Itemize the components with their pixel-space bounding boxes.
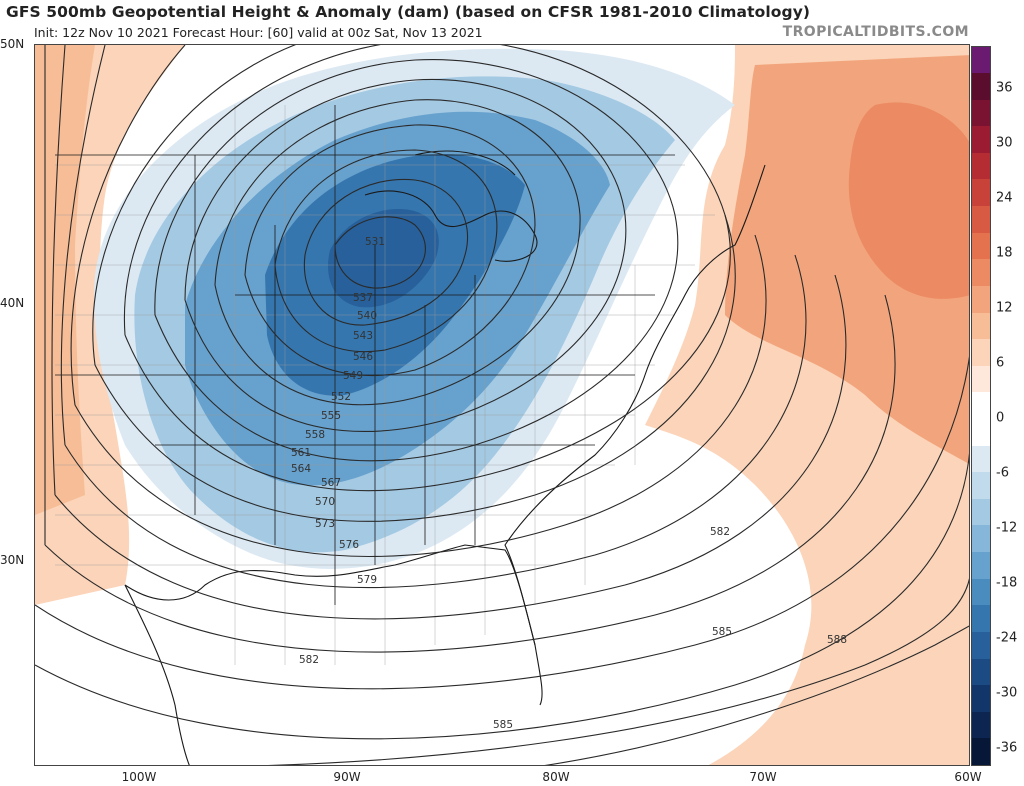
contour-label: 549 bbox=[343, 370, 363, 382]
contour-label: 564 bbox=[291, 463, 311, 475]
colorbar-tick-label: -36 bbox=[996, 740, 1018, 756]
colorbar-tick-label: -30 bbox=[996, 685, 1018, 701]
colorbar-segment bbox=[972, 578, 990, 606]
lat-label-40n: 40N bbox=[0, 296, 25, 310]
lon-label-60w: 60W bbox=[954, 770, 982, 784]
contour-label: 540 bbox=[357, 310, 377, 322]
colorbar-tick-label: 6 bbox=[996, 355, 1005, 371]
colorbar-segment bbox=[972, 552, 990, 580]
colorbar-tick-label: 30 bbox=[996, 135, 1013, 151]
colorbar-segment bbox=[972, 285, 990, 314]
colorbar-tick-label: 18 bbox=[996, 245, 1013, 261]
contour-label: 543 bbox=[353, 330, 373, 342]
colorbar-segment bbox=[972, 365, 990, 393]
colorbar-tick-label: -12 bbox=[996, 520, 1018, 536]
colorbar-segment bbox=[972, 472, 990, 500]
contour-label: 537 bbox=[353, 292, 373, 304]
lon-label-70w: 70W bbox=[749, 770, 777, 784]
colorbar-tick-label: 24 bbox=[996, 190, 1013, 206]
colorbar-segment bbox=[972, 525, 990, 553]
colorbar-segment bbox=[972, 498, 990, 526]
colorbar-segment bbox=[972, 738, 990, 766]
anomaly-colorbar bbox=[971, 46, 991, 766]
contour-label: 588 bbox=[827, 634, 847, 646]
lon-label-80w: 80W bbox=[542, 770, 570, 784]
contour-label: 579 bbox=[357, 574, 377, 586]
height-contours bbox=[35, 45, 969, 765]
contour-label: 585 bbox=[493, 719, 513, 731]
chart-title: GFS 500mb Geopotential Height & Anomaly … bbox=[6, 3, 811, 21]
map-svg: 531 537 540 543 546 549 552 555 558 561 … bbox=[35, 45, 969, 765]
us-gulf-coast bbox=[124, 544, 543, 706]
colorbar-segment bbox=[972, 685, 990, 713]
brand-watermark: TROPICALTIDBITS.COM bbox=[782, 24, 969, 40]
us-east-coast bbox=[504, 164, 766, 646]
contour-label: 585 bbox=[712, 626, 732, 638]
contour-label: 567 bbox=[321, 477, 341, 489]
colorbar-tick-label: 12 bbox=[996, 300, 1013, 316]
contour-label: 555 bbox=[321, 410, 341, 422]
contour-labels: 531 537 540 543 546 549 552 555 558 561 … bbox=[291, 236, 847, 731]
contour-label: 552 bbox=[331, 391, 351, 403]
contour-label: 546 bbox=[353, 351, 373, 363]
county-lines bbox=[55, 105, 715, 665]
colorbar-segment bbox=[972, 206, 990, 234]
anomaly-warm-east-deep bbox=[848, 102, 969, 299]
colorbar-segment bbox=[972, 179, 990, 207]
contour-label: 582 bbox=[710, 526, 730, 538]
colorbar-segment bbox=[972, 126, 990, 154]
contour-label: 558 bbox=[305, 429, 325, 441]
contour-label: 576 bbox=[339, 539, 359, 551]
lat-label-30n: 30N bbox=[0, 553, 25, 567]
colorbar-segment bbox=[972, 419, 990, 447]
colorbar-segment bbox=[972, 99, 990, 127]
colorbar-segment bbox=[972, 259, 990, 287]
colorbar-segment bbox=[972, 605, 990, 633]
contour-label: 570 bbox=[315, 496, 335, 508]
colorbar-segment bbox=[972, 631, 990, 660]
colorbar-segment bbox=[972, 339, 990, 367]
colorbar-tick-label: -6 bbox=[996, 465, 1009, 481]
chart-subtitle: Init: 12z Nov 10 2021 Forecast Hour: [60… bbox=[34, 25, 483, 40]
great-lakes bbox=[364, 150, 538, 262]
lon-label-100w: 100W bbox=[121, 770, 157, 784]
colorbar-top-segment bbox=[972, 47, 990, 73]
colorbar-segment bbox=[972, 152, 990, 180]
lon-label-90w: 90W bbox=[333, 770, 361, 784]
colorbar-tick-label: -18 bbox=[996, 575, 1018, 591]
colorbar-segment bbox=[972, 232, 990, 260]
lat-label-50n: 50N bbox=[0, 37, 25, 51]
colorbar-segment bbox=[972, 658, 990, 686]
colorbar-tick-label: 36 bbox=[996, 80, 1013, 96]
colorbar-segment bbox=[972, 445, 990, 473]
colorbar-segment bbox=[972, 711, 990, 739]
colorbar-tick-label: -24 bbox=[996, 630, 1018, 646]
contour-label: 582 bbox=[299, 654, 319, 666]
colorbar-tick-label: 0 bbox=[996, 410, 1005, 426]
colorbar-segment bbox=[972, 73, 990, 101]
contour-label: 573 bbox=[315, 518, 335, 530]
contour-label: 561 bbox=[291, 447, 311, 459]
contour-label: 531 bbox=[365, 236, 385, 248]
colorbar-segment bbox=[972, 392, 990, 420]
colorbar-segment bbox=[972, 312, 990, 340]
map-area: 531 537 540 543 546 549 552 555 558 561 … bbox=[34, 44, 970, 766]
mexico-coast bbox=[124, 584, 190, 765]
